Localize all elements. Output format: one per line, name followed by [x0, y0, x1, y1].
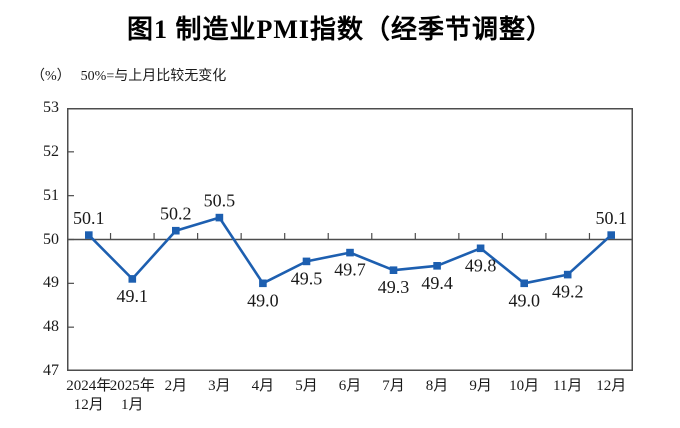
y-axis-label: 47 — [43, 362, 59, 379]
plot-area: 50.1 49.1 50.2 50.5 49.0 49.5 49.7 49.3 49.4 49.8… — [67, 108, 633, 371]
x-axis-label: 4月 — [251, 378, 275, 394]
data-point-label: 49.8 — [465, 255, 497, 275]
data-point-label: 49.7 — [334, 260, 366, 280]
data-point-marker — [172, 226, 180, 235]
data-point-label: 50.1 — [73, 208, 105, 228]
y-axis-label: 53 — [43, 99, 59, 116]
x-axis-label: 7月 — [382, 378, 405, 394]
y-axis-label: 50 — [43, 230, 59, 248]
data-point-label: 50.2 — [160, 204, 192, 224]
x-axis-label: 3月 — [208, 378, 231, 394]
pmi-line-chart: 50.1 49.1 50.2 50.5 49.0 49.5 49.7 49.3 49.4 49.8… — [67, 108, 633, 371]
data-point-marker — [259, 279, 267, 288]
x-axis-label: 6月 — [338, 378, 362, 394]
reference-note: 50%=与上月比较无变化 — [80, 69, 227, 84]
y-axis-label: 49 — [43, 274, 59, 292]
data-point-label: 50.1 — [595, 208, 627, 228]
data-point-marker — [520, 279, 528, 288]
data-point-marker — [433, 262, 441, 270]
data-point-marker — [346, 248, 354, 257]
y-axis-label: 52 — [43, 142, 59, 160]
data-point-label: 49.3 — [378, 277, 410, 297]
chart-title: 图1 制造业PMI指数（经季节调整） — [126, 15, 554, 44]
data-point-marker — [215, 213, 224, 222]
x-axis-label: 2025年 1月 — [109, 378, 155, 413]
data-point-label: 50.5 — [204, 191, 236, 211]
x-axis-label: 2024年 12月 — [66, 378, 112, 413]
x-axis-label: 11月 — [552, 378, 583, 394]
data-point-label: 49.2 — [552, 282, 584, 302]
chart-subtitle: （%） 50%=与上月比较无变化 — [31, 68, 226, 86]
x-axis-label: 12月 — [596, 378, 627, 394]
x-axis-label: 9月 — [469, 378, 492, 394]
data-point-label: 49.0 — [247, 290, 279, 310]
data-point-marker — [476, 244, 485, 253]
data-point-marker — [389, 266, 398, 274]
x-axis-label: 10月 — [509, 378, 540, 394]
data-point-marker — [128, 275, 137, 283]
y-axis-label: 48 — [43, 318, 59, 336]
y-axis-label: 51 — [43, 186, 59, 204]
data-point-label: 49.0 — [508, 290, 540, 310]
data-point-label: 49.4 — [421, 273, 453, 293]
data-point-label: 49.5 — [291, 268, 323, 288]
x-axis-label: 8月 — [425, 378, 449, 394]
data-point-label: 49.1 — [117, 286, 149, 306]
data-point-marker — [607, 231, 615, 239]
data-point-marker — [85, 231, 93, 239]
x-axis-label: 5月 — [295, 378, 318, 394]
data-point-marker — [563, 270, 572, 279]
y-axis-unit-label: （%） — [31, 69, 71, 84]
data-point-marker — [302, 257, 311, 266]
x-axis-label: 2月 — [164, 378, 188, 394]
